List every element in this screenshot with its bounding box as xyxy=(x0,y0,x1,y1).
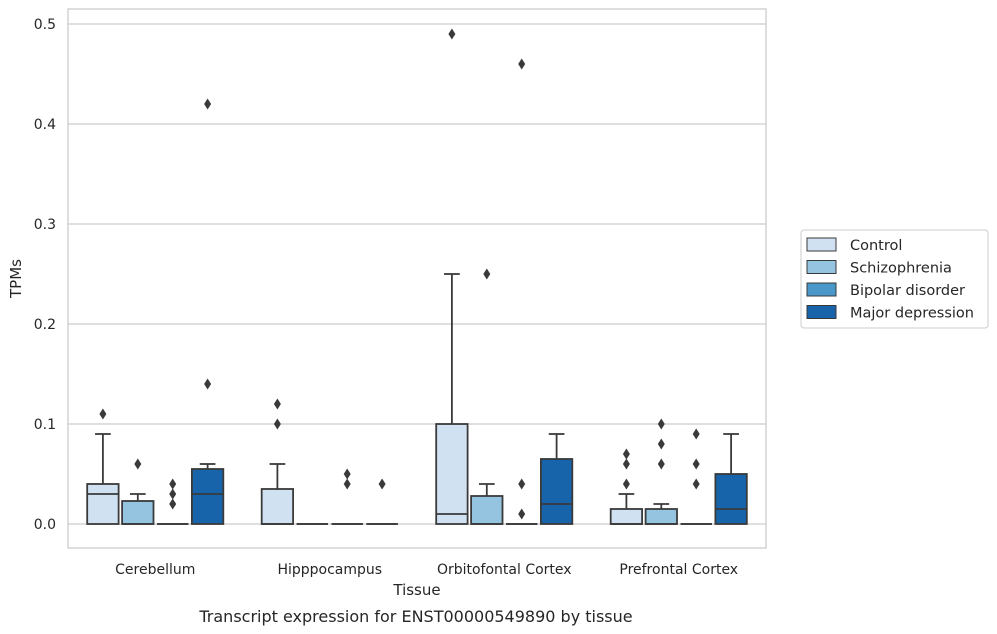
x-axis-ticks: Cerebellum Hipppocampus Orbitofontal Corte… xyxy=(115,562,738,578)
y-tick-label: 0.0 xyxy=(34,517,56,533)
outlier-point xyxy=(622,448,630,460)
legend-swatch xyxy=(806,282,837,297)
box-major-depression xyxy=(714,433,748,525)
legend-label: Schizophrenia xyxy=(850,261,952,277)
outlier-point xyxy=(657,418,665,430)
y-tick-label: 0.5 xyxy=(34,17,56,33)
outlier-point xyxy=(169,478,177,490)
box-major-depression xyxy=(366,478,398,525)
y-tick-label: 0.1 xyxy=(34,417,56,433)
legend-swatch xyxy=(806,305,837,319)
outlier-point xyxy=(448,28,456,40)
box-body xyxy=(714,473,748,525)
x-tick-label: Cerebellum xyxy=(115,562,195,578)
outlier-point xyxy=(518,508,526,520)
outlier-point xyxy=(483,268,491,280)
outlier-point xyxy=(622,458,630,470)
box-control xyxy=(609,448,644,525)
box-schizophrenia xyxy=(121,458,155,525)
outlier-point xyxy=(692,458,700,470)
legend-label: Control xyxy=(850,238,902,254)
x-tick-label: Orbitofontal Cortex xyxy=(437,562,572,578)
box-schizophrenia xyxy=(470,268,504,525)
box-body xyxy=(609,508,644,525)
box-body xyxy=(190,468,225,525)
box-body xyxy=(435,423,469,525)
plot-frame xyxy=(67,8,767,549)
y-tick-label: 0.3 xyxy=(34,217,56,233)
outlier-point xyxy=(204,98,212,110)
outlier-point xyxy=(273,398,281,410)
outlier-point xyxy=(518,58,526,70)
outlier-point xyxy=(134,458,142,470)
y-tick-label: 0.2 xyxy=(34,317,56,333)
outlier-point xyxy=(657,458,665,470)
legend-frame xyxy=(800,229,989,329)
x-tick-label: Prefrontal Cortex xyxy=(619,562,738,578)
y-axis-label: TPMs xyxy=(7,259,25,299)
outlier-point xyxy=(378,478,386,490)
box-major-depression xyxy=(190,98,225,525)
box-bipolar-disorder xyxy=(331,468,363,525)
outlier-point xyxy=(657,438,665,450)
outlier-point xyxy=(692,428,700,440)
y-tick-label: 0.4 xyxy=(34,117,56,133)
box-body xyxy=(539,458,574,525)
box-body xyxy=(121,500,155,525)
box-bipolar-disorder xyxy=(156,478,189,525)
outlier-point xyxy=(343,478,351,490)
box-control xyxy=(435,28,469,525)
box-schizophrenia xyxy=(644,418,678,525)
outlier-point xyxy=(343,468,351,480)
outlier-point xyxy=(518,478,526,490)
x-tick-label: Hipppocampus xyxy=(277,562,382,578)
chart-caption: Transcript expression for ENST0000054989… xyxy=(198,607,632,626)
legend: Control Schizophrenia Bipolar disorder Majo… xyxy=(800,229,989,329)
box-bipolar-disorder xyxy=(505,58,538,525)
outlier-point xyxy=(99,408,107,420)
outlier-point xyxy=(622,478,630,490)
legend-swatch xyxy=(806,237,837,252)
box-body xyxy=(86,483,120,525)
outlier-point xyxy=(169,498,177,510)
box-bipolar-disorder xyxy=(680,428,712,525)
box-body xyxy=(470,495,504,525)
box-body xyxy=(260,488,295,525)
legend-label: Major depression xyxy=(850,306,974,322)
legend-swatch xyxy=(806,260,837,274)
box-control xyxy=(86,408,120,525)
box-body xyxy=(644,508,678,525)
box-major-depression xyxy=(539,433,574,525)
box-control xyxy=(260,398,295,525)
outlier-point xyxy=(273,418,281,430)
outlier-point xyxy=(169,488,177,500)
x-axis-label: Tissue xyxy=(392,581,440,599)
box-plots xyxy=(86,28,748,525)
outlier-point xyxy=(692,478,700,490)
y-axis-ticks: 0.0 0.1 0.2 0.3 0.4 0.5 xyxy=(34,17,56,533)
outlier-point xyxy=(204,378,212,390)
legend-label: Bipolar disorder xyxy=(850,283,965,299)
